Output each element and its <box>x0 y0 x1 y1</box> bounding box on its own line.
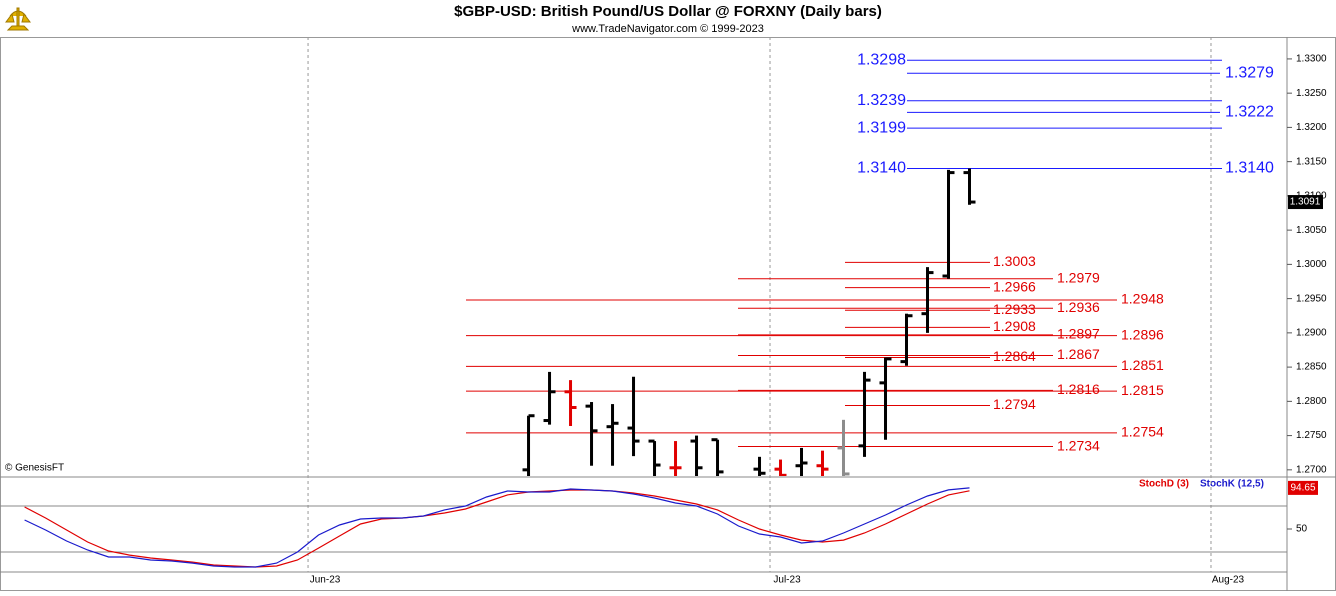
level-label: 1.3222 <box>1225 104 1274 121</box>
y-tick-label: 1.3000 <box>1296 259 1327 270</box>
level-label: 1.2864 <box>993 348 1036 364</box>
level-label: 1.2734 <box>1057 437 1100 453</box>
y-tick-label: 1.2800 <box>1296 396 1327 407</box>
level-label: 1.3199 <box>857 119 906 136</box>
stoch-line <box>24 489 970 568</box>
source: © GenesisFT <box>5 463 64 474</box>
y-tick-label: 1.2900 <box>1296 328 1327 339</box>
level-label: 1.3298 <box>857 52 906 69</box>
level-label: 1.2948 <box>1121 291 1164 307</box>
y-tick-label: 1.2700 <box>1296 464 1327 475</box>
y-tick-label: 1.3150 <box>1296 156 1327 167</box>
chart-title: $GBP-USD: British Pound/US Dollar @ FORX… <box>454 3 882 20</box>
logo <box>5 7 31 31</box>
level-label: 1.3239 <box>857 92 906 109</box>
level-label: 1.2754 <box>1121 424 1164 440</box>
y-tick-label: 1.2850 <box>1296 362 1327 373</box>
y-tick-label: 1.2750 <box>1296 430 1327 441</box>
level-label: 1.2897 <box>1057 326 1100 342</box>
level-label: 1.2896 <box>1121 326 1164 342</box>
last-price-box <box>1288 195 1323 210</box>
level-label: 1.2794 <box>993 396 1036 412</box>
x-tick-label: Jul-23 <box>773 575 801 586</box>
level-label: 1.2966 <box>993 278 1036 294</box>
level-label: 1.2979 <box>1057 269 1100 285</box>
price-bars <box>522 168 976 476</box>
level-label: 1.2933 <box>993 301 1036 317</box>
level-label: 1.2816 <box>1057 381 1100 397</box>
y-tick-label: 1.2950 <box>1296 293 1327 304</box>
legend-entry: StochD (3) <box>1139 479 1189 490</box>
level-label: 1.2908 <box>993 318 1036 334</box>
level-label: 1.3140 <box>857 160 906 177</box>
legend-entry: StochK (12,5) <box>1200 479 1264 490</box>
level-label: 1.2936 <box>1057 299 1100 315</box>
level-label: 1.3140 <box>1225 160 1274 177</box>
level-label: 1.2851 <box>1121 357 1164 373</box>
level-label: 1.2815 <box>1121 382 1164 398</box>
y-tick-label: 1.3250 <box>1296 88 1327 99</box>
last-price-label: 1.3091 <box>1290 197 1321 208</box>
last-value-box <box>1288 480 1318 495</box>
y-tick-label: 1.3050 <box>1296 225 1327 236</box>
x-tick-label: Jun-23 <box>310 575 341 586</box>
y-tick-label: 1.3200 <box>1296 122 1327 133</box>
level-label: 1.3003 <box>993 253 1036 269</box>
chart-subtitle: www.TradeNavigator.com © 1999-2023 <box>571 23 764 35</box>
x-tick-label: Aug-23 <box>1212 575 1245 586</box>
level-label: 1.3279 <box>1225 65 1274 82</box>
y-tick-label: 1.3300 <box>1296 54 1327 65</box>
stoch-line <box>24 487 970 568</box>
level-label: 1.2867 <box>1057 346 1100 362</box>
frame <box>0 37 1336 591</box>
last-value-label: 94.65 <box>1290 483 1315 494</box>
y-tick-label: 50 <box>1296 524 1308 535</box>
